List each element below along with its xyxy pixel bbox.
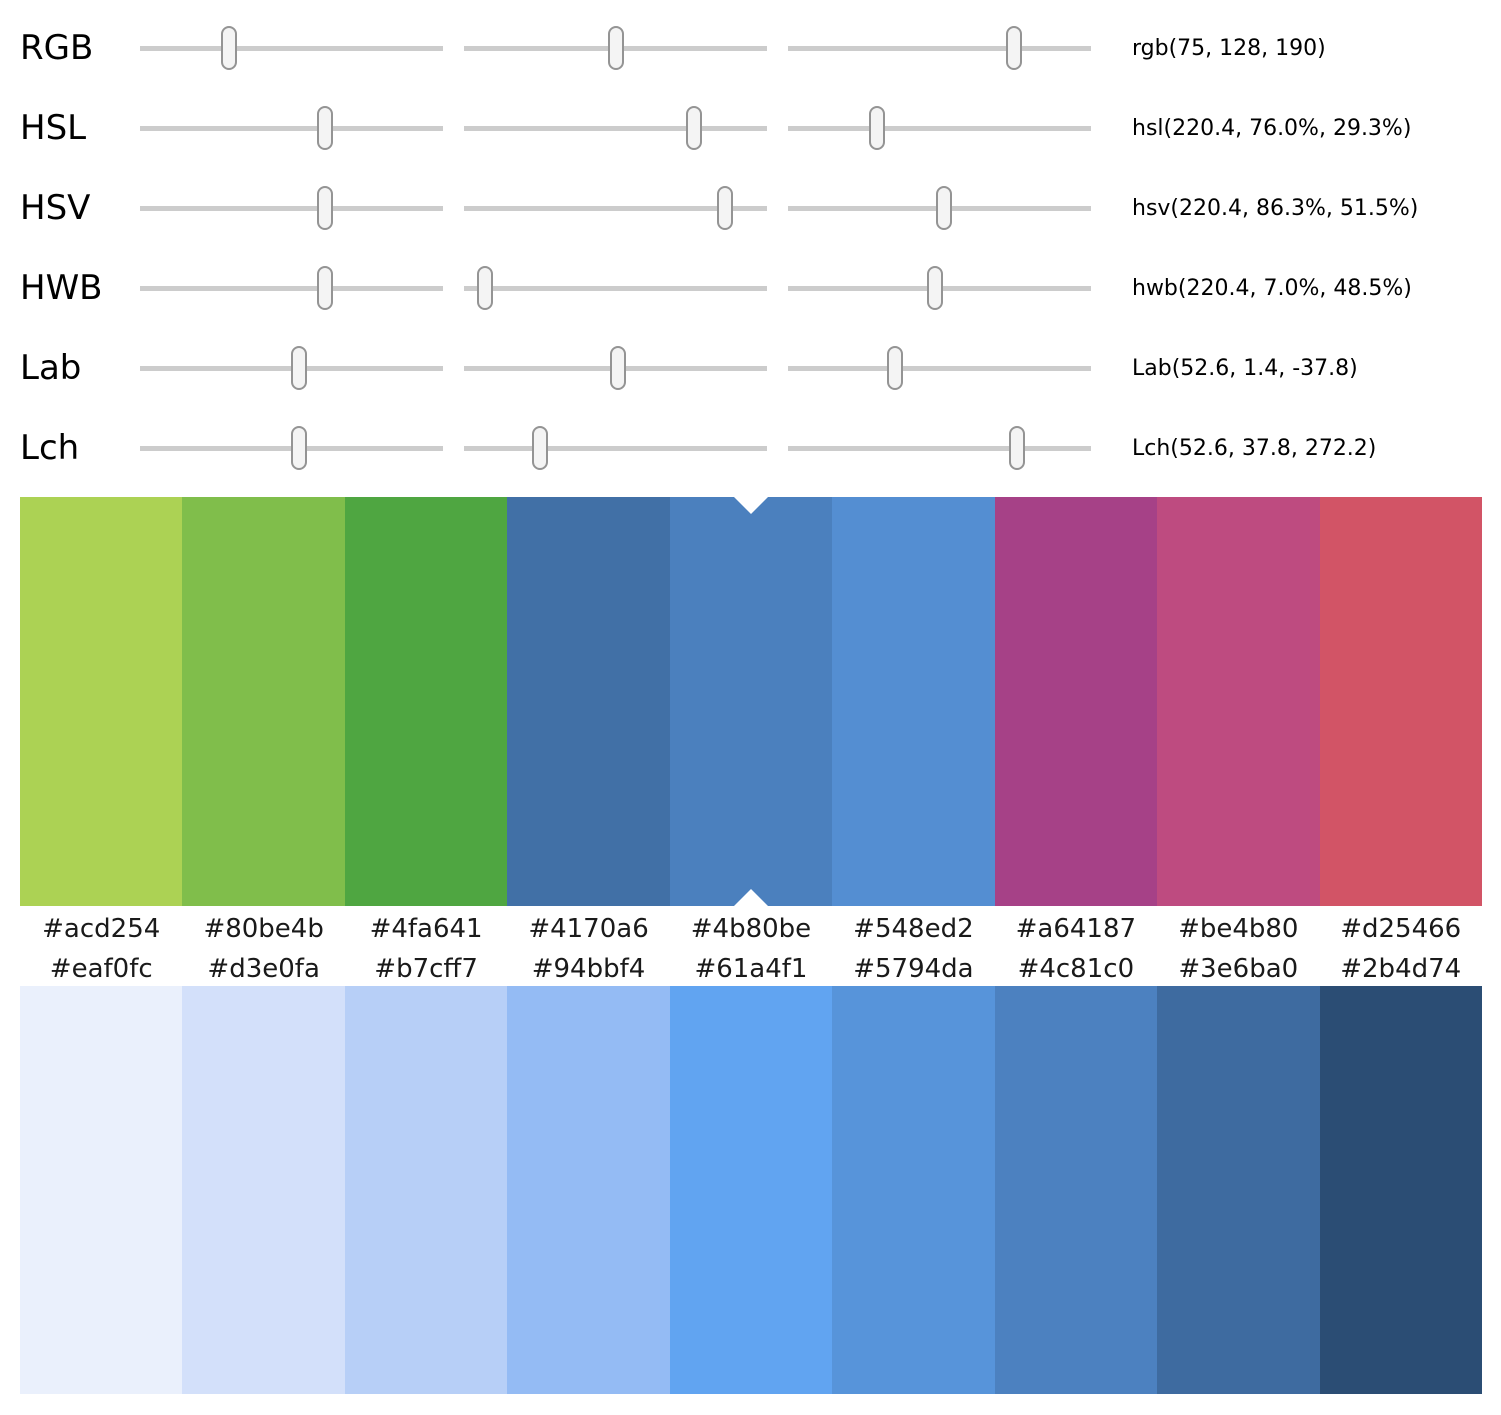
lab-slider-track-1[interactable] [464, 346, 767, 390]
spacer [0, 488, 1501, 497]
rgb-slider-thumb-0[interactable] [221, 26, 238, 70]
scale-swatch[interactable] [344, 986, 508, 1394]
palette-swatch[interactable] [669, 497, 833, 906]
scale-swatch-hex-label: #eaf0fc [49, 953, 153, 984]
slider-row-hsv: HSV hsv(220.4, 86.3%, 51.5%) [0, 168, 1501, 248]
slider-row-hwb: HWB hwb(220.4, 7.0%, 48.5%) [0, 248, 1501, 328]
slider-row-label: HSL [20, 108, 87, 148]
palette-swatch[interactable] [1319, 497, 1482, 906]
slider-row-label: Lch [20, 428, 80, 468]
palette-swatch[interactable] [1157, 497, 1320, 906]
slider-row-label: Lab [20, 348, 82, 388]
scale-swatch-hex-label: #61a4f1 [694, 953, 808, 984]
lab-slider-thumb-2[interactable] [887, 346, 904, 390]
palette-swatch[interactable] [20, 497, 183, 906]
scale-swatch-hex-label: #d3e0fa [207, 953, 320, 984]
slider-row-rgb: RGB rgb(75, 128, 190) [0, 8, 1501, 88]
scale-strip [20, 986, 1482, 1394]
hwb-slider-track-0[interactable] [140, 266, 443, 310]
scale-swatch[interactable] [832, 986, 995, 1394]
palette-swatch[interactable] [507, 497, 670, 906]
scale-swatch-hex-label: #5794da [853, 953, 974, 984]
slider-row-hsl: HSL hsl(220.4, 76.0%, 29.3%) [0, 88, 1501, 168]
lab-slider-thumb-1[interactable] [609, 346, 626, 390]
slider-value-text: Lab(52.6, 1.4, -37.8) [1132, 355, 1358, 381]
lab-slider-thumb-0[interactable] [291, 346, 308, 390]
scale-swatch[interactable] [20, 986, 183, 1394]
hwb-slider-thumb-2[interactable] [926, 266, 943, 310]
scale-swatch[interactable] [1157, 986, 1320, 1394]
scale-hex-labels-row: #eaf0fc #d3e0fa #b7cff7 #94bbf4 #61a4f1 #5794… [20, 951, 1482, 986]
slider-row-lch: Lch Lch(52.6, 37.8, 272.2) [0, 408, 1501, 488]
hsl-slider-track-0[interactable] [140, 106, 443, 150]
scale-swatch-hex-label: #3e6ba0 [1178, 953, 1299, 984]
hwb-slider-thumb-0[interactable] [317, 266, 334, 310]
lch-slider-thumb-2[interactable] [1009, 426, 1026, 470]
palette-swatch[interactable] [182, 497, 345, 906]
palette-swatch[interactable] [344, 497, 508, 906]
palette-hex-labels-row: #acd254 #80be4b #4fa641 #4170a6 #4b80be #548e… [20, 906, 1482, 951]
palette-swatch-hex-label: #d25466 [1340, 913, 1462, 944]
hsv-slider-track-1[interactable] [464, 186, 767, 230]
slider-value-text: hsv(220.4, 86.3%, 51.5%) [1132, 195, 1419, 221]
palette-swatch-hex-label: #acd254 [42, 913, 161, 944]
scale-swatch-hex-label: #4c81c0 [1017, 953, 1135, 984]
palette-swatch-hex-label: #548ed2 [853, 913, 974, 944]
lab-slider-track-0[interactable] [140, 346, 443, 390]
palette-swatch-hex-label: #80be4b [203, 913, 324, 944]
lch-slider-track-2[interactable] [788, 426, 1091, 470]
hsl-slider-track-1[interactable] [464, 106, 767, 150]
slider-value-text: hwb(220.4, 7.0%, 48.5%) [1132, 275, 1412, 301]
hsv-slider-thumb-2[interactable] [936, 186, 953, 230]
lch-slider-thumb-0[interactable] [291, 426, 308, 470]
palette-swatch-hex-label: #4170a6 [528, 913, 649, 944]
hwb-slider-track-2[interactable] [788, 266, 1091, 310]
scale-swatch[interactable] [182, 986, 345, 1394]
scale-swatch-hex-label: #b7cff7 [374, 953, 478, 984]
scale-swatch-hex-label: #94bbf4 [531, 953, 646, 984]
hsv-slider-thumb-1[interactable] [717, 186, 734, 230]
hsl-slider-track-2[interactable] [788, 106, 1091, 150]
palette-swatch-hex-label: #a64187 [1015, 913, 1137, 944]
slider-value-text: Lch(52.6, 37.8, 272.2) [1132, 435, 1377, 461]
palette-swatch[interactable] [994, 497, 1158, 906]
slider-row-label: RGB [20, 28, 94, 68]
palette-swatch-hex-label: #4b80be [690, 913, 812, 944]
lch-slider-track-1[interactable] [464, 426, 767, 470]
hsl-slider-thumb-0[interactable] [317, 106, 334, 150]
lab-slider-track-2[interactable] [788, 346, 1091, 390]
slider-row-label: HWB [20, 268, 103, 308]
scale-swatch[interactable] [669, 986, 833, 1394]
hsl-slider-thumb-1[interactable] [686, 106, 703, 150]
palette-swatch-hex-label: #4fa641 [369, 913, 483, 944]
hwb-slider-thumb-1[interactable] [477, 266, 494, 310]
palette-swatch[interactable] [832, 497, 995, 906]
rgb-slider-track-1[interactable] [464, 26, 767, 70]
hsv-slider-thumb-0[interactable] [317, 186, 334, 230]
hwb-slider-track-1[interactable] [464, 266, 767, 310]
scale-swatch[interactable] [1319, 986, 1482, 1394]
rgb-slider-thumb-2[interactable] [1005, 26, 1022, 70]
slider-value-text: hsl(220.4, 76.0%, 29.3%) [1132, 115, 1412, 141]
scale-swatch[interactable] [994, 986, 1158, 1394]
slider-row-lab: Lab Lab(52.6, 1.4, -37.8) [0, 328, 1501, 408]
palette-swatch-hex-label: #be4b80 [1178, 913, 1299, 944]
rgb-slider-track-0[interactable] [140, 26, 443, 70]
scale-swatch[interactable] [507, 986, 670, 1394]
lch-slider-thumb-1[interactable] [531, 426, 548, 470]
hsv-slider-track-0[interactable] [140, 186, 443, 230]
slider-value-text: rgb(75, 128, 190) [1132, 35, 1326, 61]
scale-swatch-hex-label: #2b4d74 [1340, 953, 1462, 984]
hsl-slider-thumb-2[interactable] [868, 106, 885, 150]
color-slider-panel: RGB rgb(75, 128, 190) HSL hsl(220.4, 76.0%,… [0, 0, 1501, 488]
palette-strip [20, 497, 1482, 906]
rgb-slider-thumb-1[interactable] [608, 26, 625, 70]
rgb-slider-track-2[interactable] [788, 26, 1091, 70]
hsv-slider-track-2[interactable] [788, 186, 1091, 230]
slider-row-label: HSV [20, 188, 91, 228]
lch-slider-track-0[interactable] [140, 426, 443, 470]
